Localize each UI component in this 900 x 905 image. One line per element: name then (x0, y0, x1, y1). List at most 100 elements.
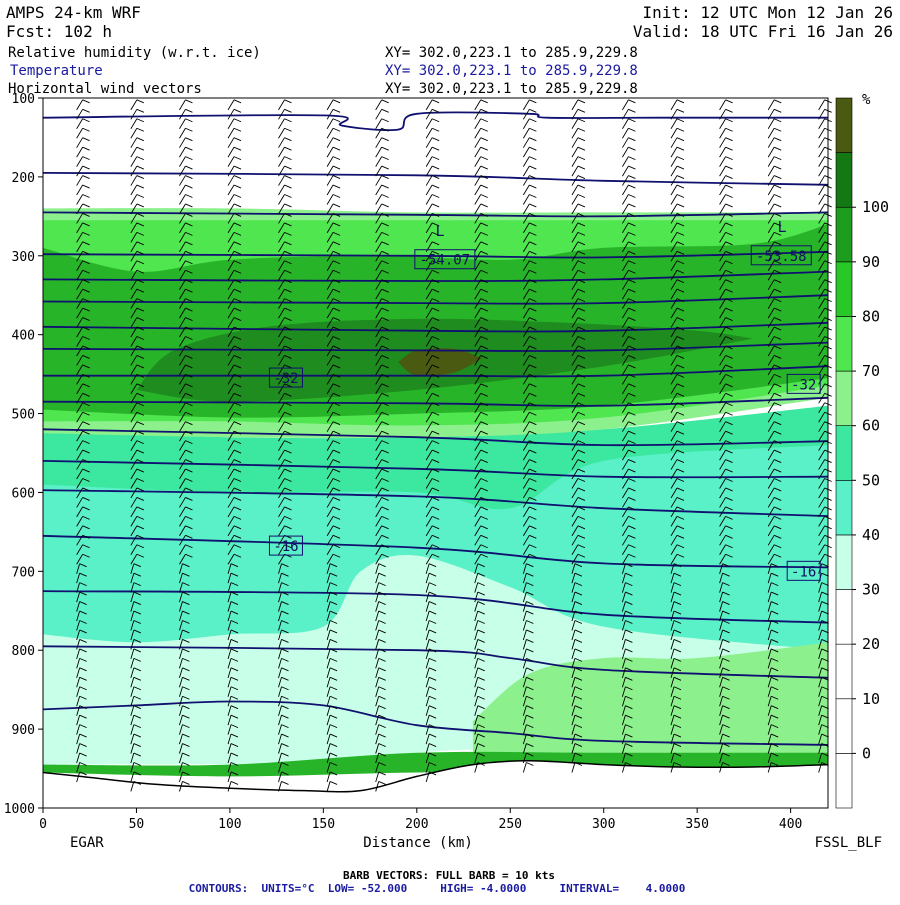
wind-barb (179, 213, 186, 224)
wind-barb (76, 601, 81, 612)
wind-barb-flag (82, 194, 90, 198)
wind-barb-flag (628, 336, 636, 340)
wind-barb (326, 478, 334, 489)
wind-barb-flag (725, 222, 733, 227)
wind-barb-flag (821, 686, 829, 691)
wind-barb-flag (281, 657, 289, 662)
wind-barb (326, 506, 334, 518)
y-tick-label: 800 (12, 644, 35, 659)
wind-barb-flag (133, 676, 142, 681)
terrain-mask (43, 760, 828, 808)
wind-barb-flag (725, 534, 733, 539)
wind-barb (767, 573, 772, 584)
wind-barb (76, 355, 84, 366)
wind-barb-flag (133, 610, 142, 615)
wind-barb-flag (574, 572, 583, 577)
wind-barb-flag (381, 222, 389, 227)
wind-barb-flag (281, 695, 289, 700)
wind-barb (375, 724, 380, 735)
wind-barb-flag (185, 137, 193, 142)
wind-barb-flag (722, 582, 730, 587)
wind-barb (719, 554, 726, 565)
wind-barb-flag (185, 118, 193, 123)
y-tick-label: 1000 (4, 802, 35, 817)
wind-barb (278, 393, 285, 404)
wind-barb (425, 194, 433, 205)
wind-barb-flag (774, 525, 782, 530)
wind-barb (130, 128, 138, 139)
wind-barb (76, 165, 84, 177)
wind-barb-flag (725, 515, 733, 520)
wind-barb (522, 440, 530, 451)
wind-barb (278, 724, 282, 735)
wind-barb (375, 165, 383, 177)
wind-barb-flag (332, 553, 341, 558)
wind-barb-flag (625, 591, 633, 596)
wind-barb (227, 194, 235, 205)
wind-barb (375, 487, 383, 499)
wind-barb-flag (381, 279, 389, 284)
wind-barb-layer (76, 99, 832, 792)
wind-barb-flag (676, 194, 685, 198)
wind-barb (571, 696, 576, 707)
wind-barb (522, 544, 530, 555)
wind-barb-flag (233, 468, 242, 473)
wind-barb-flag (628, 515, 636, 520)
wind-barb (278, 99, 285, 111)
wind-barb-flag (431, 487, 440, 492)
wind-barb-flag (628, 402, 636, 407)
wind-barb-flag (628, 165, 636, 170)
wind-barb-flag (480, 146, 488, 151)
wind-barb (326, 118, 334, 129)
wind-barb (130, 194, 138, 205)
wind-barb-flag (230, 610, 239, 615)
wind-barb (767, 639, 772, 650)
wind-barb-flag (284, 260, 292, 265)
wind-barb-flag (771, 724, 779, 729)
wind-barb-flag (230, 620, 239, 624)
wind-barb-flag (82, 222, 90, 227)
wind-barb-flag (233, 553, 242, 558)
wind-barb (425, 686, 430, 697)
wind-barb-flag (233, 487, 242, 492)
wind-barb-flag (82, 345, 90, 350)
wind-barb-flag (182, 572, 190, 577)
wind-barb (76, 279, 84, 290)
wind-barb (719, 544, 726, 555)
wind-barb (767, 165, 775, 177)
wind-barb-flag (284, 544, 292, 549)
wind-barb (571, 99, 579, 111)
field-name-temperature: Temperature (10, 63, 103, 79)
wind-barb-flag (82, 213, 90, 217)
wind-barb (522, 715, 527, 726)
wind-barb (425, 336, 433, 347)
wind-barb-flag (676, 373, 685, 378)
wind-barb-flag (577, 364, 586, 369)
wind-barb (227, 733, 232, 745)
wind-barb (326, 146, 334, 158)
wind-barb-flag (332, 544, 341, 549)
wind-barb (179, 582, 183, 593)
wind-barb-flag (771, 686, 779, 691)
wind-barb (719, 639, 724, 650)
wind-barb (375, 279, 383, 290)
wind-barb (130, 497, 138, 508)
wind-barb-flag (722, 610, 730, 615)
wind-barb-flag (529, 487, 537, 492)
wind-barb-flag (185, 459, 193, 463)
wind-barb-flag (428, 601, 437, 605)
wind-barb (622, 241, 629, 253)
wind-barb (76, 497, 84, 508)
wind-barb-flag (332, 497, 341, 501)
wind-barb (76, 478, 84, 489)
wind-barb (375, 639, 380, 650)
wind-barb (571, 544, 579, 555)
colorbar-label: 0 (862, 744, 871, 762)
wind-barb-flag (529, 184, 537, 189)
wind-barb (326, 412, 334, 423)
wind-barb-flag (529, 468, 537, 473)
wind-barb-flag (233, 231, 242, 236)
wind-barb-flag (136, 184, 145, 189)
wind-barb-flag (182, 695, 190, 700)
wind-barb (719, 374, 726, 385)
